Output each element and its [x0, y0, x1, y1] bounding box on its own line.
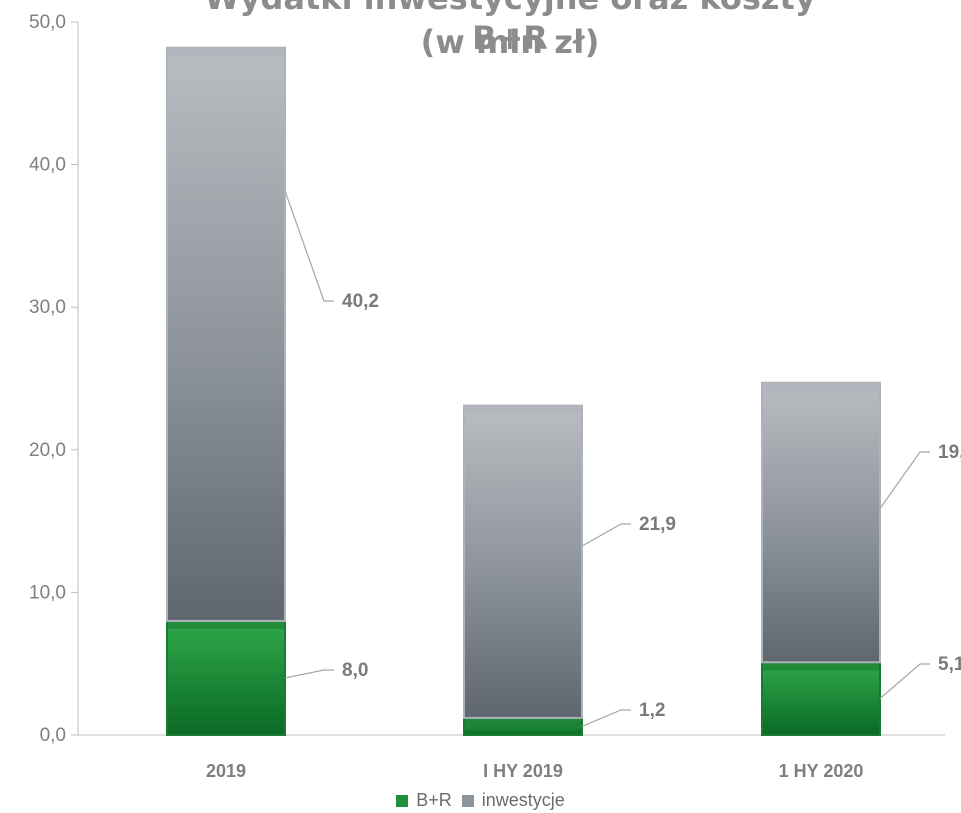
legend-swatch-b-r [396, 794, 409, 807]
leader-line [581, 523, 631, 547]
bar-segment-top [464, 405, 582, 414]
x-tick-label: I HY 2019 [483, 761, 563, 781]
leader-line [879, 451, 930, 509]
bar-segment [761, 661, 881, 736]
y-axis: 0,0 10,0 20,0 30,0 40,0 50,0 2019 I HY 2019 1 HY… [29, 12, 945, 781]
x-tick-label: 1 HY 2020 [779, 761, 864, 781]
data-label: 40,2 [342, 291, 379, 312]
y-tick-label: 50,0 [29, 12, 66, 33]
bars [166, 46, 881, 736]
bar-segment [761, 381, 881, 664]
y-tick-label: 30,0 [29, 297, 66, 318]
y-tick-label: 20,0 [29, 440, 66, 461]
bar-segment-top [762, 382, 880, 391]
y-tick-label: 40,0 [29, 155, 66, 176]
x-tick-label: 2019 [206, 761, 246, 781]
y-tick-label: 10,0 [29, 582, 66, 603]
data-label: 1,2 [639, 700, 665, 721]
legend: B+R inwestycje [0, 790, 961, 811]
leader-line [284, 669, 334, 679]
legend-item-b-r: B+R [396, 790, 452, 811]
data-label: 5,1 [938, 654, 961, 675]
bar-segment-top [167, 620, 285, 629]
chart-title: Wydatki inwestycyjne oraz koszty B+R [204, 0, 815, 57]
bar-segment [463, 404, 583, 719]
bar-segment-top [464, 717, 582, 726]
bar-segment-top [762, 662, 880, 671]
leader-line [879, 663, 930, 700]
bar-segment [166, 46, 286, 622]
leader-line [284, 190, 334, 302]
y-tick-label: 0,0 [40, 725, 66, 746]
chart-subtitle: (w mln zł) [420, 23, 600, 61]
legend-swatch-inwestycje [461, 794, 474, 807]
data-labels: 8,0 40,2 1,2 21,9 5,1 19,6 [284, 190, 961, 727]
data-label: 8,0 [342, 660, 368, 681]
bar-segment [166, 619, 286, 736]
leader-line [581, 709, 631, 727]
legend-item-inwestycje: inwestycje [461, 790, 565, 811]
bar-segment-top [167, 47, 285, 56]
legend-label-b-r: B+R [416, 790, 452, 810]
data-label: 19,6 [938, 442, 961, 463]
data-label: 21,9 [639, 514, 676, 535]
legend-label-inwestycje: inwestycje [481, 790, 565, 810]
